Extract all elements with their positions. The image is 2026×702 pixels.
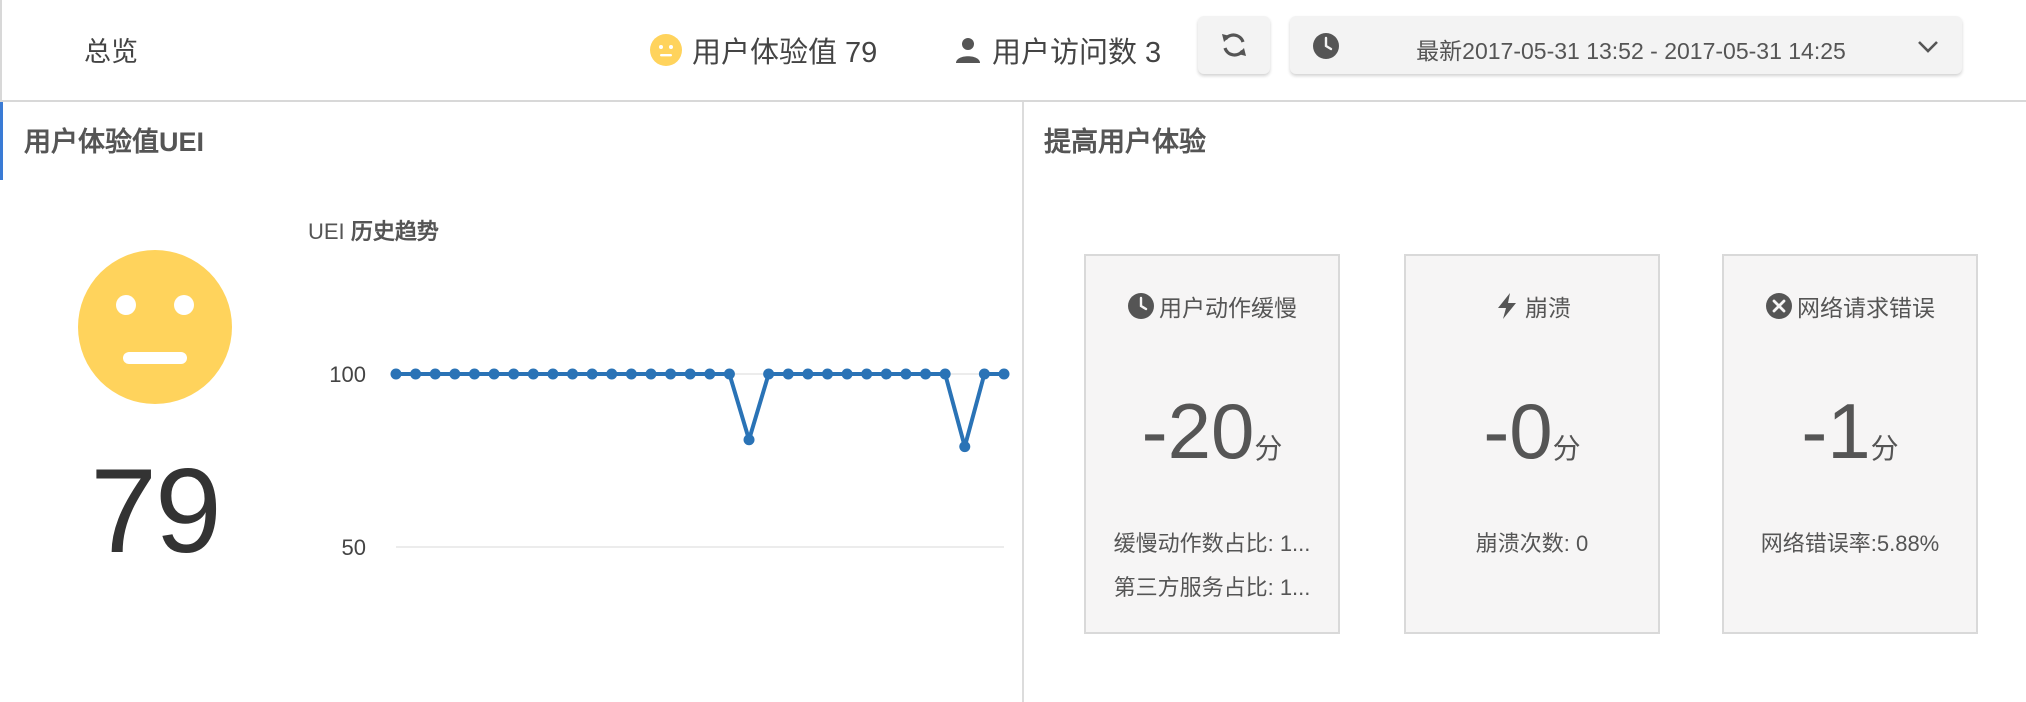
refresh-icon xyxy=(1222,33,1246,57)
neutral-face-icon xyxy=(650,34,682,66)
data-point xyxy=(684,368,696,380)
card-detail-line: 网络错误率:5.88% xyxy=(1760,531,1940,556)
data-point xyxy=(625,368,637,380)
y-tick-label: 100 xyxy=(329,362,366,387)
uei-summary-label: 用户体验值 79 xyxy=(692,37,878,69)
data-point xyxy=(449,368,461,380)
data-point xyxy=(488,368,500,380)
data-point xyxy=(900,368,912,380)
card-score: -1分 xyxy=(1724,386,1976,477)
card-detail-line: 缓慢动作数占比: 1... xyxy=(1113,531,1311,556)
data-point xyxy=(998,368,1010,380)
card-header: 用户动作缓慢 xyxy=(1086,290,1338,322)
panel-accent-bar xyxy=(0,102,3,180)
face-circle xyxy=(78,250,232,404)
chart-title: UEI 历史趋势 xyxy=(308,214,439,246)
card-slow-actions[interactable]: 用户动作缓慢 -20分 缓慢动作数占比: 1... 第三方服务占比: 1... xyxy=(1084,254,1340,634)
data-point xyxy=(920,368,932,380)
card-crash[interactable]: 崩溃 -0分 崩溃次数: 0 xyxy=(1404,254,1660,634)
chevron-down-icon xyxy=(1918,41,1938,53)
card-title: 用户动作缓慢 xyxy=(1159,295,1297,321)
card-detail-line: 第三方服务占比: 1... xyxy=(1113,575,1311,600)
chart-title-prefix: UEI xyxy=(308,219,345,244)
data-point xyxy=(527,368,539,380)
card-detail-line: 崩溃次数: 0 xyxy=(1475,531,1589,556)
improve-panel-title: 提高用户体验 xyxy=(1044,127,1206,157)
data-point xyxy=(547,368,559,380)
data-point xyxy=(880,368,892,380)
data-point xyxy=(782,368,794,380)
card-title: 网络请求错误 xyxy=(1797,295,1935,321)
series-line xyxy=(396,372,1004,449)
card-header: 网络请求错误 xyxy=(1724,290,1976,322)
data-point xyxy=(508,368,520,380)
data-point xyxy=(665,368,677,380)
data-point xyxy=(841,368,853,380)
card-score-unit: 分 xyxy=(1870,433,1899,464)
data-point xyxy=(567,368,579,380)
person-icon xyxy=(956,38,980,63)
card-score-value: -0 xyxy=(1483,387,1553,475)
visits-summary: 用户访问数 3 xyxy=(954,30,1161,70)
time-range-selector[interactable]: 最新2017-05-31 13:52 - 2017-05-31 14:25 xyxy=(1290,16,1962,74)
card-score: -20分 xyxy=(1086,386,1338,477)
y-tick-label: 50 xyxy=(342,535,366,560)
card-network-errors[interactable]: 网络请求错误 -1分 网络错误率:5.88% xyxy=(1722,254,1978,634)
data-point xyxy=(723,368,735,380)
data-point xyxy=(763,368,775,380)
uei-trend-chart: 10050014:0014:1014:20 xyxy=(329,362,1010,560)
data-point xyxy=(821,368,833,380)
neutral-face-icon xyxy=(78,250,232,404)
card-score-unit: 分 xyxy=(1552,433,1581,464)
clock-icon xyxy=(1313,33,1339,59)
uei-summary: 用户体验值 79 xyxy=(650,30,877,70)
data-point xyxy=(429,368,441,380)
data-point xyxy=(978,368,990,380)
data-point xyxy=(390,368,402,380)
card-header: 崩溃 xyxy=(1406,290,1658,322)
card-score: -0分 xyxy=(1406,386,1658,477)
data-point xyxy=(645,368,657,380)
time-range-text: 最新2017-05-31 13:52 - 2017-05-31 14:25 xyxy=(1416,38,1846,64)
data-point xyxy=(802,368,814,380)
data-point xyxy=(468,368,480,380)
visits-summary-label: 用户访问数 3 xyxy=(992,37,1162,69)
chart-title-text: 历史趋势 xyxy=(350,219,439,244)
data-point xyxy=(939,368,951,380)
header-left-border xyxy=(0,0,2,100)
data-point xyxy=(861,368,873,380)
overview-title[interactable]: 总览 xyxy=(84,37,138,67)
uei-score: 79 xyxy=(90,444,221,578)
card-score-value: -1 xyxy=(1801,387,1871,475)
lightning-icon xyxy=(1498,293,1516,319)
uei-panel-title: 用户体验值UEI xyxy=(24,127,205,157)
data-point xyxy=(959,441,971,453)
refresh-button[interactable] xyxy=(1198,16,1270,74)
uei-panel: 用户体验值UEI 79 UEI 历史趋势 10050014:0014:1014:… xyxy=(0,102,1024,702)
card-score-value: -20 xyxy=(1141,387,1255,475)
error-circle-icon xyxy=(1766,293,1792,319)
data-point xyxy=(606,368,618,380)
data-point xyxy=(704,368,716,380)
data-point xyxy=(743,434,755,446)
top-header: 总览 用户体验值 79 用户访问数 3 最新2017-05-31 13:52 xyxy=(0,0,2026,102)
clock-icon xyxy=(1128,293,1154,319)
card-title: 崩溃 xyxy=(1525,295,1571,321)
data-point xyxy=(410,368,422,380)
card-score-unit: 分 xyxy=(1254,433,1283,464)
improve-panel: 提高用户体验 用户动作缓慢 -20分 缓慢动作数占比: 1... 第三方服务占比… xyxy=(1024,102,2026,702)
data-point xyxy=(586,368,598,380)
